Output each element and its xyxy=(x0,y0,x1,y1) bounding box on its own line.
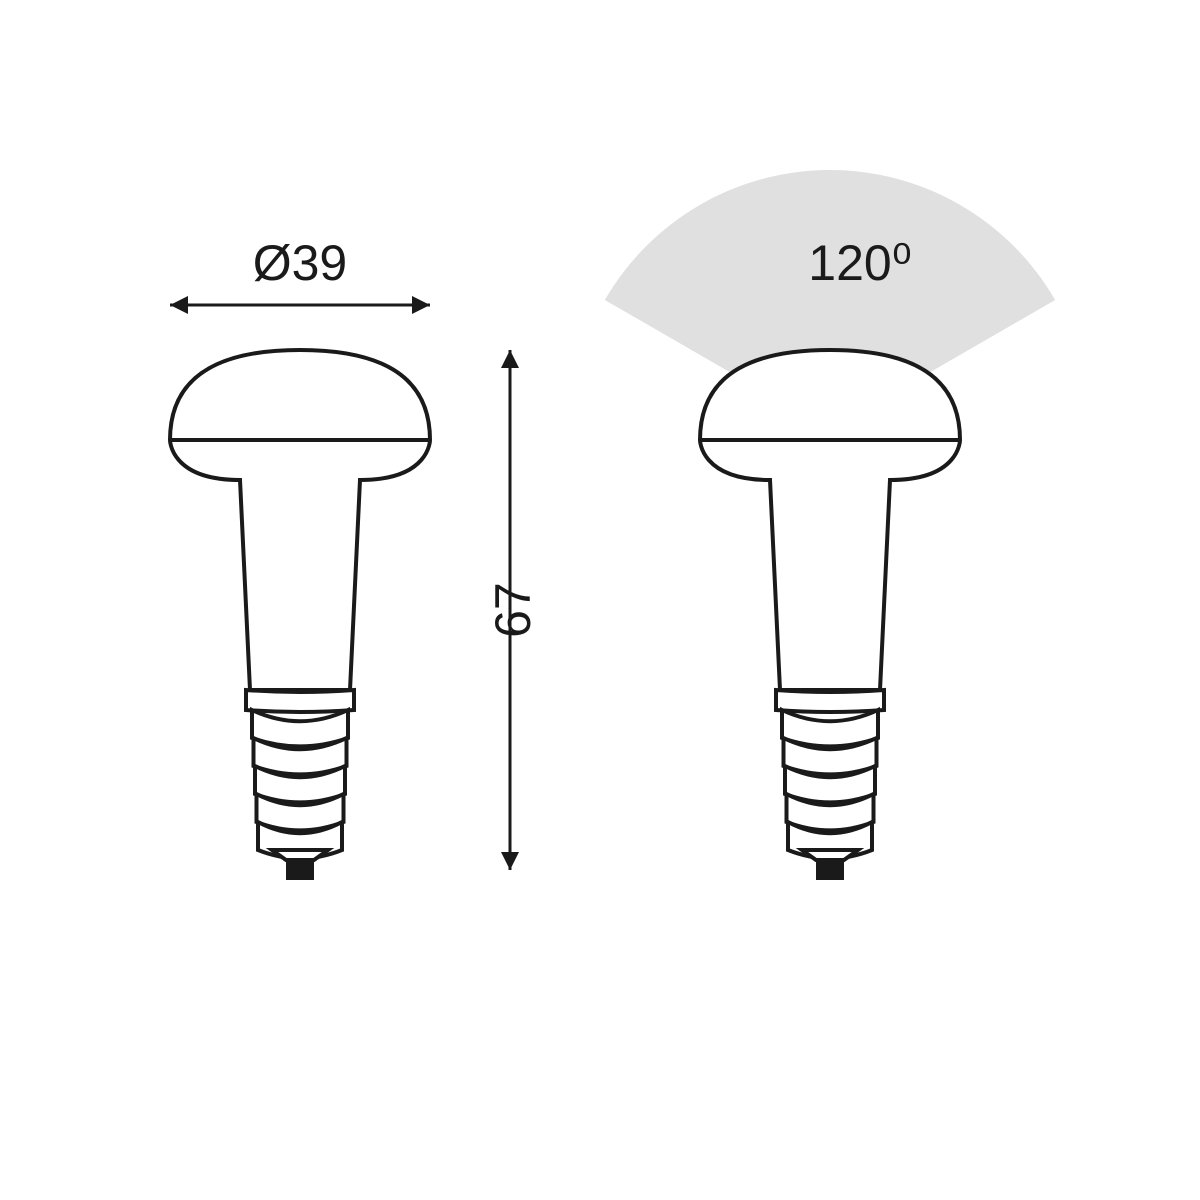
beam-angle-label: 120⁰ xyxy=(808,235,911,291)
bulb-head xyxy=(170,350,430,690)
dim-height-label: 67 xyxy=(485,582,541,638)
dim-width-label: Ø39 xyxy=(253,235,348,291)
bulb-head xyxy=(700,350,960,690)
